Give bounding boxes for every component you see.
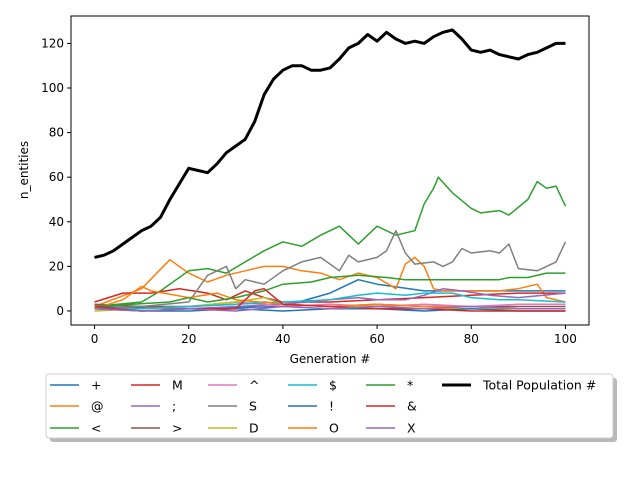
- legend-label: !: [329, 399, 334, 414]
- legend-item-4: ;: [131, 399, 176, 414]
- legend-item-7: S: [208, 399, 257, 414]
- legend-label: M: [172, 378, 183, 393]
- legend-label: X: [407, 421, 416, 436]
- legend-label: >: [172, 421, 182, 436]
- x-tick-label: 60: [369, 332, 384, 346]
- y-tick-label: 40: [49, 215, 64, 229]
- legend-label: <: [91, 421, 101, 436]
- series-line-9: [94, 292, 566, 310]
- legend-label: ^: [249, 378, 259, 393]
- legend: + @ < M; > ^ SD $! O * & X Total Population #: [45, 373, 617, 442]
- legend-label: @: [91, 399, 104, 414]
- legend-item-14: X: [366, 421, 416, 436]
- y-tick-label: 100: [41, 81, 64, 95]
- legend-label: O: [329, 421, 339, 436]
- legend-label: *: [407, 378, 413, 393]
- legend-label: $: [329, 378, 337, 393]
- plot-series-group: [94, 28, 567, 312]
- x-axis: 0 20 40 60 80 100: [91, 325, 577, 346]
- x-tick-label: 0: [91, 332, 99, 346]
- legend-label: D: [249, 421, 259, 436]
- legend-item-2: <: [50, 421, 101, 436]
- series-line-2: [94, 176, 567, 308]
- legend-item-8: D: [208, 421, 259, 436]
- legend-item-13: &: [366, 399, 417, 414]
- legend-box: [45, 373, 614, 439]
- x-tick-label: 20: [181, 332, 196, 346]
- y-axis-label: n_entities: [17, 141, 31, 199]
- legend-item-6: ^: [208, 378, 259, 393]
- plot-frame: [70, 15, 590, 326]
- series-line-7: [94, 229, 567, 310]
- legend-item-3: M: [131, 378, 183, 393]
- legend-item-9: $: [288, 378, 337, 393]
- legend-item-15: Total Population #: [442, 378, 596, 393]
- legend-item-12: *: [366, 378, 413, 393]
- x-tick-label: 80: [464, 332, 479, 346]
- legend-item-11: O: [288, 421, 339, 436]
- legend-item-1: @: [50, 399, 104, 414]
- legend-label: &: [407, 399, 417, 414]
- legend-label: ;: [172, 399, 176, 414]
- legend-item-5: >: [131, 421, 182, 436]
- legend-label: S: [249, 399, 257, 414]
- legend-entries: + @ < M; > ^ SD $! O * & X Total Population #: [50, 378, 596, 436]
- y-axis: 0 20 40 60 80 100 120: [41, 36, 71, 318]
- y-tick-label: 60: [49, 170, 64, 184]
- y-tick-label: 20: [49, 259, 64, 273]
- legend-label: +: [91, 378, 101, 393]
- series-line-12: [94, 272, 566, 308]
- legend-item-0: +: [50, 378, 101, 393]
- y-tick-label: 80: [49, 126, 64, 140]
- legend-label: Total Population #: [482, 378, 596, 393]
- x-axis-label: Generation #: [290, 352, 371, 366]
- y-tick-label: 0: [56, 304, 64, 318]
- legend-item-10: !: [288, 399, 334, 414]
- series-line-14: [94, 305, 566, 312]
- x-tick-label: 40: [275, 332, 290, 346]
- y-tick-label: 120: [41, 36, 64, 50]
- x-tick-label: 100: [554, 332, 577, 346]
- series-line-15: [94, 28, 566, 259]
